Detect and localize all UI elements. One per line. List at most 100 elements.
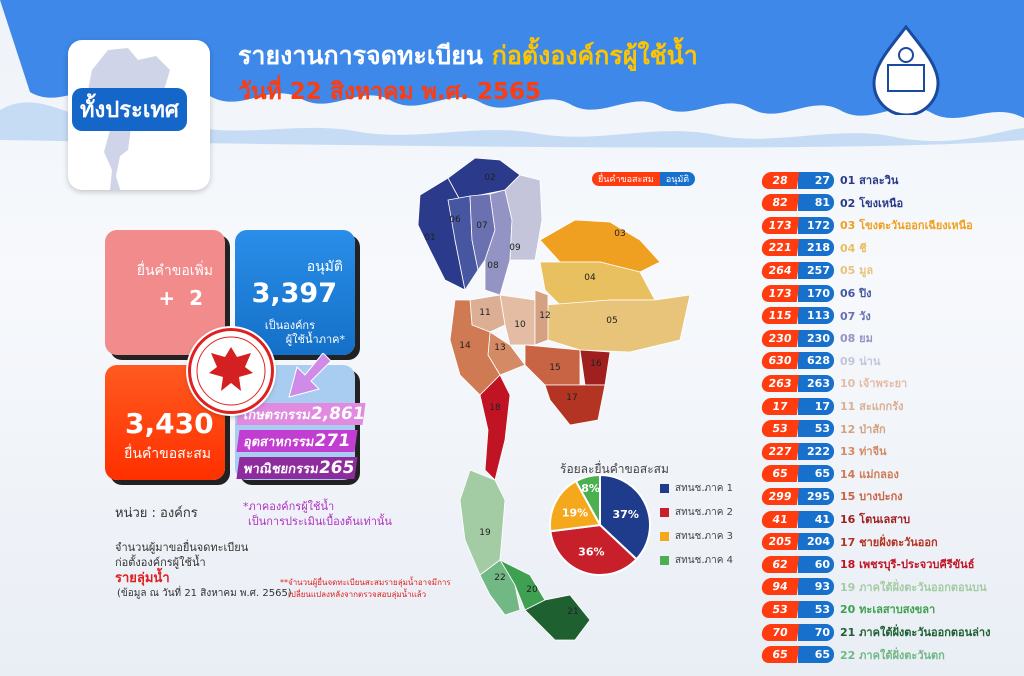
approved-count: 93 xyxy=(798,578,834,596)
legend-label: สทนช.ภาค 2 xyxy=(675,507,733,518)
cumulative-count: 173 xyxy=(760,284,800,302)
basin-number: 09 xyxy=(840,354,856,368)
basin-name: 19 ภาคใต้ฝั่งตะวันออกตอนบน xyxy=(840,578,987,596)
basin-name: 17 ชายฝั่งตะวันออก xyxy=(840,533,938,551)
legend-swatch xyxy=(660,532,669,541)
card-sub: เป็นองค์กร xyxy=(264,319,315,332)
approved-count: 27 xyxy=(798,171,834,189)
basin-number: 06 xyxy=(840,287,856,300)
basin-map-label: 04 xyxy=(584,273,596,283)
basin-number: 12 xyxy=(840,422,856,436)
pie-title: ร้อยละยื่นคำขอสะสม xyxy=(560,462,669,476)
basin-map-label: 09 xyxy=(509,243,521,253)
cumulative-count: 65 xyxy=(760,465,800,483)
basin-number: 16 xyxy=(840,513,856,526)
basin-name: 12 ป่าสัก xyxy=(840,420,886,438)
cumulative-card: 3,430 ยื่นคำขอสะสม xyxy=(105,365,225,480)
approved-count: 17 xyxy=(798,397,834,415)
cumulative-count: 173 xyxy=(760,216,800,234)
footnote: เปลี่ยนแปลงหลังจากตรวจสอบลุ่มน้ำแล้ว xyxy=(288,590,427,599)
legend-label: สทนช.ภาค 1 xyxy=(675,483,733,494)
basin-label: ชายฝั่งตะวันออก xyxy=(859,535,938,549)
basin-row: 28 27 01 สาละวิน xyxy=(760,171,898,189)
cumulative-count: 62 xyxy=(760,555,800,573)
approved-count: 53 xyxy=(798,420,834,438)
basin-name: 03 โขงตะวันออกเฉียงเหนือ xyxy=(840,216,973,234)
approved-count: 257 xyxy=(798,261,834,279)
cumulative-count: 263 xyxy=(760,374,800,392)
basin-number: 03 xyxy=(840,219,856,233)
legend-swatch xyxy=(660,556,669,565)
basin-label: ป่าสัก xyxy=(859,422,886,436)
basin-number: 17 xyxy=(840,535,856,549)
basin-label: ชี xyxy=(859,241,867,255)
basin-row: 94 93 19 ภาคใต้ฝั่งตะวันออกตอนบน xyxy=(760,578,987,596)
basin-name: 04 ชี xyxy=(840,239,867,257)
footnote: **จำนวนผู้ยื่นจดทะเบียนสะสมรายลุ่มน้ำอาจ… xyxy=(280,578,451,587)
cumulative-count: 94 xyxy=(760,578,800,596)
basin-label: โขงตะวันออกเฉียงเหนือ xyxy=(859,219,973,233)
arrow-down-icon xyxy=(288,353,332,398)
basin-name: 07 วัง xyxy=(840,307,871,325)
basin-number: 19 xyxy=(840,580,856,594)
card-label: ยื่นคำขอเพิ่ม xyxy=(136,263,213,279)
approved-count: 65 xyxy=(798,465,834,483)
approved-count: 170 xyxy=(798,284,834,302)
approved-count: 41 xyxy=(798,510,834,528)
basin-number: 15 xyxy=(840,490,856,504)
basin-region-09 xyxy=(504,174,543,261)
department-logo xyxy=(872,25,940,115)
pie-chart: 37% 36% 19% 8% xyxy=(549,473,651,576)
basin-map-label: 10 xyxy=(514,320,526,330)
basin-row: 630 628 09 น่าน xyxy=(760,352,880,370)
basin-label: เพชรบุรี-ประจวบคีรีขันธ์ xyxy=(859,558,975,572)
card-sub: ผู้ใช้น้ำภาค* xyxy=(285,333,345,346)
basin-number: 13 xyxy=(840,445,856,459)
basin-map-label: 17 xyxy=(566,393,577,403)
basin-name: 06 ปิง xyxy=(840,284,872,302)
pie-legend-item: สทนช.ภาค 1 xyxy=(660,481,733,496)
basin-number: 22 xyxy=(840,648,856,662)
basin-map-label: 14 xyxy=(459,341,471,351)
basin-name: 20 ทะเลสาบสงขลา xyxy=(840,600,935,618)
approved-count: 295 xyxy=(798,487,834,505)
basin-region-12 xyxy=(534,289,549,346)
sector-note: *ภาคองค์กรผู้ใช้น้ำ xyxy=(243,500,335,513)
legend-swatch xyxy=(660,484,669,493)
basin-label: สะแกกรัง xyxy=(859,400,904,413)
approved-count: 65 xyxy=(798,646,834,664)
approved-count: 81 xyxy=(798,194,834,212)
basin-name: 22 ภาคใต้ฝั่งตะวันตก xyxy=(840,646,945,664)
cumulative-count: 65 xyxy=(760,646,800,664)
basin-map-label: 02 xyxy=(484,173,495,183)
cumulative-count: 221 xyxy=(760,239,800,257)
basin-name: 11 สะแกกรัง xyxy=(840,397,903,415)
basin-label: แม่กลอง xyxy=(859,467,899,481)
cumulative-count: 70 xyxy=(760,623,800,641)
basin-number: 01 xyxy=(840,174,856,187)
header-wave-background xyxy=(0,0,1024,148)
basin-row: 205 204 17 ชายฝั่งตะวันออก xyxy=(760,533,938,551)
basin-number: 21 xyxy=(840,626,856,639)
cumulative-count: 82 xyxy=(760,194,800,212)
cumulative-count: 264 xyxy=(760,261,800,279)
basin-map-label: 19 xyxy=(479,528,491,538)
basin-number: 05 xyxy=(840,264,856,278)
legend-cumulative: ยื่นคำขอสะสม xyxy=(592,172,660,186)
basin-number: 04 xyxy=(840,241,856,255)
basin-label: ภาคใต้ฝั่งตะวันตก xyxy=(859,648,945,662)
basin-label: โตนเลสาบ xyxy=(859,513,911,526)
pie-slice xyxy=(549,523,638,576)
basin-row: 17 17 11 สะแกกรัง xyxy=(760,397,903,415)
card-value: 3,397 xyxy=(251,278,337,309)
pie-legend-item: สทนช.ภาค 4 xyxy=(660,553,733,568)
pie-label: 19% xyxy=(562,506,588,519)
pie-label: 37% xyxy=(613,508,639,521)
basin-map-label: 05 xyxy=(606,316,617,326)
basin-label: โขงเหนือ xyxy=(859,196,904,210)
basin-map-label: 07 xyxy=(476,221,487,231)
approved-count: 70 xyxy=(798,623,834,641)
approved-count: 230 xyxy=(798,329,834,347)
approved-count: 222 xyxy=(798,442,834,460)
basin-label: ปิง xyxy=(859,287,872,300)
